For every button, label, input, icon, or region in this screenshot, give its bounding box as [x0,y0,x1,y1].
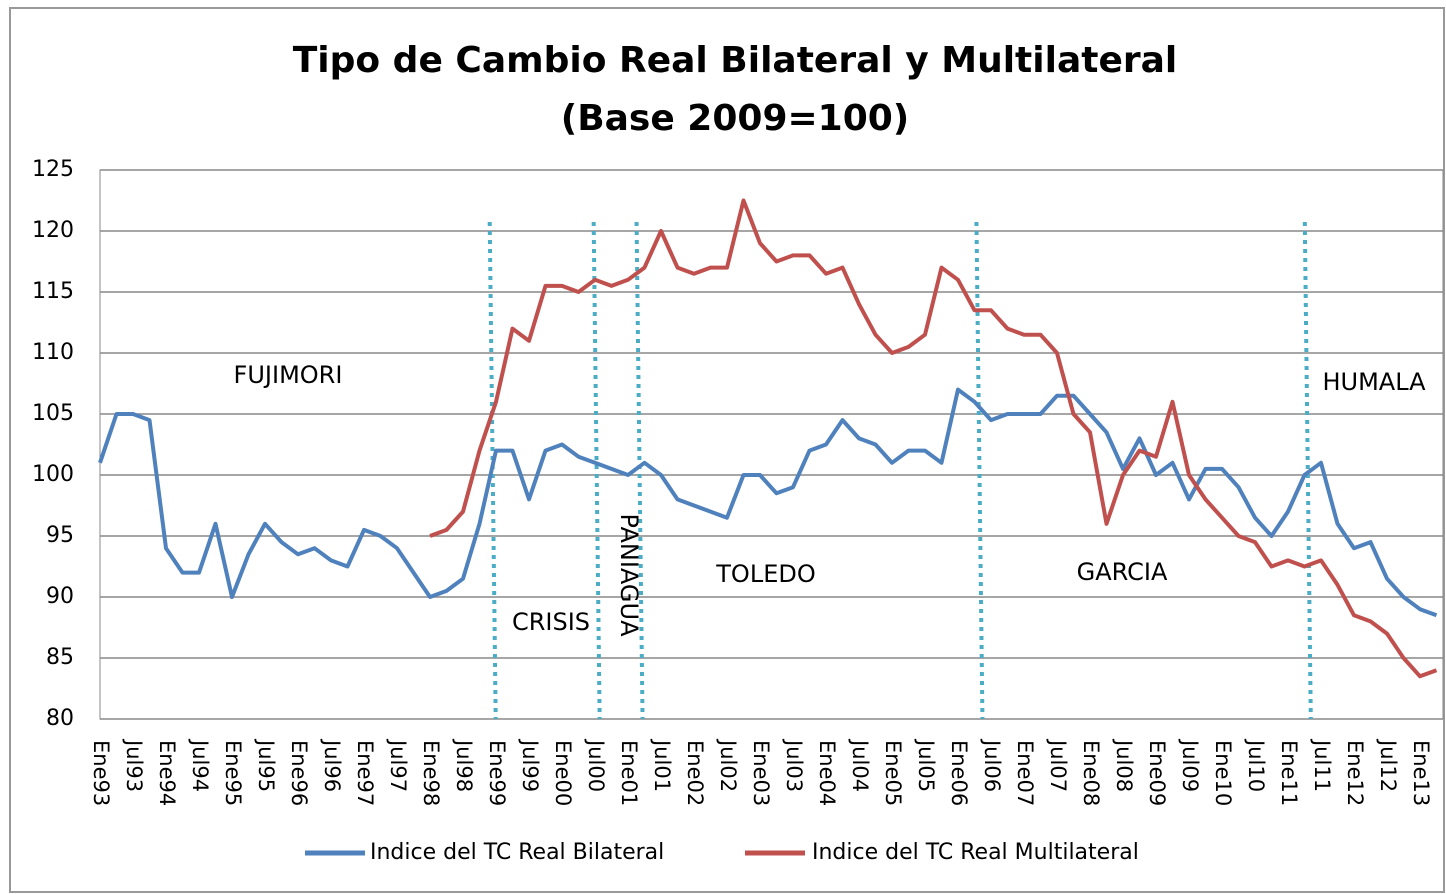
x-tick-label: Jul00 [584,738,608,792]
event-line [634,221,645,720]
x-tick-label: Jul05 [914,738,938,792]
series-line [429,198,1438,679]
annotation: TOLEDO [715,560,815,588]
x-tick-label: Ene01 [617,740,641,806]
legend-label: Indice del TC Real Bilateral [370,840,664,865]
x-tick-label: Ene11 [1277,740,1301,806]
x-tick-label: Ene98 [419,740,443,806]
x-tick-label: Jul94 [188,738,212,792]
annotation: FUJIMORI [234,361,343,389]
x-tick-label: Ene05 [881,740,905,806]
y-tick-label: 95 [46,523,74,548]
x-tick-label: Jul11 [1310,738,1334,792]
annotation: CRISIS [512,608,590,636]
x-tick-label: Ene12 [1343,740,1367,806]
x-tick-label: Ene06 [947,740,971,806]
x-tick-label: Ene10 [1211,740,1235,806]
x-tick-label: Ene94 [155,740,179,806]
chart-title: Tipo de Cambio Real Bilateral y Multilat… [293,40,1178,81]
y-tick-label: 115 [32,279,74,304]
annotation: PANIAGUA [615,514,643,638]
x-tick-label: Jul98 [452,738,476,792]
x-tick-label: Jul01 [650,738,674,792]
x-tick-label: Jul96 [320,738,344,792]
x-tick-label: Jul02 [716,738,740,792]
y-tick-label: 105 [32,401,74,426]
x-tick-label: Ene13 [1409,740,1433,806]
x-tick-label: Jul06 [980,738,1004,792]
legend-label: Indice del TC Real Multilateral [812,840,1139,865]
x-tick-label: Ene99 [485,740,509,806]
event-line [974,221,985,720]
y-tick-label: 90 [46,584,74,609]
event-line [1302,221,1313,720]
x-tick-label: Jul97 [386,738,410,792]
y-tick-label: 100 [32,462,74,487]
x-tick-label: Ene95 [221,740,245,806]
x-tick-label: Jul09 [1178,738,1202,792]
x-tick-label: Ene97 [353,740,377,806]
x-tick-label: Ene08 [1079,740,1103,806]
x-tick-label: Jul99 [518,738,542,792]
annotation: HUMALA [1322,368,1426,396]
chart-subtitle: (Base 2009=100) [561,98,910,139]
x-tick-label: Jul93 [122,738,146,792]
x-tick-label: Ene04 [815,740,839,806]
x-tick-label: Ene93 [89,740,113,806]
x-tick-label: Jul12 [1376,738,1400,792]
x-tick-label: Jul03 [782,738,806,792]
x-tick-label: Ene09 [1145,740,1169,806]
x-tick-label: Ene07 [1013,740,1037,806]
x-tick-label: Jul08 [1112,738,1136,792]
x-tick-label: Jul10 [1244,738,1268,792]
y-tick-label: 80 [46,706,74,731]
x-tick-label: Jul04 [848,738,872,792]
x-tick-label: Ene02 [683,740,707,806]
x-tick-label: Ene00 [551,740,575,806]
x-tick-label: Jul95 [254,738,278,792]
x-tick-label: Ene03 [749,740,773,806]
event-line [487,221,498,720]
y-tick-label: 110 [32,340,74,365]
series-line [98,387,1438,618]
y-tick-label: 85 [46,645,74,670]
annotation: GARCIA [1077,558,1168,586]
x-tick-label: Jul07 [1046,738,1070,792]
y-tick-label: 125 [32,157,74,182]
event-line [591,221,602,720]
y-tick-label: 120 [32,218,74,243]
chart-border [9,7,1445,893]
x-tick-label: Ene96 [287,740,311,806]
